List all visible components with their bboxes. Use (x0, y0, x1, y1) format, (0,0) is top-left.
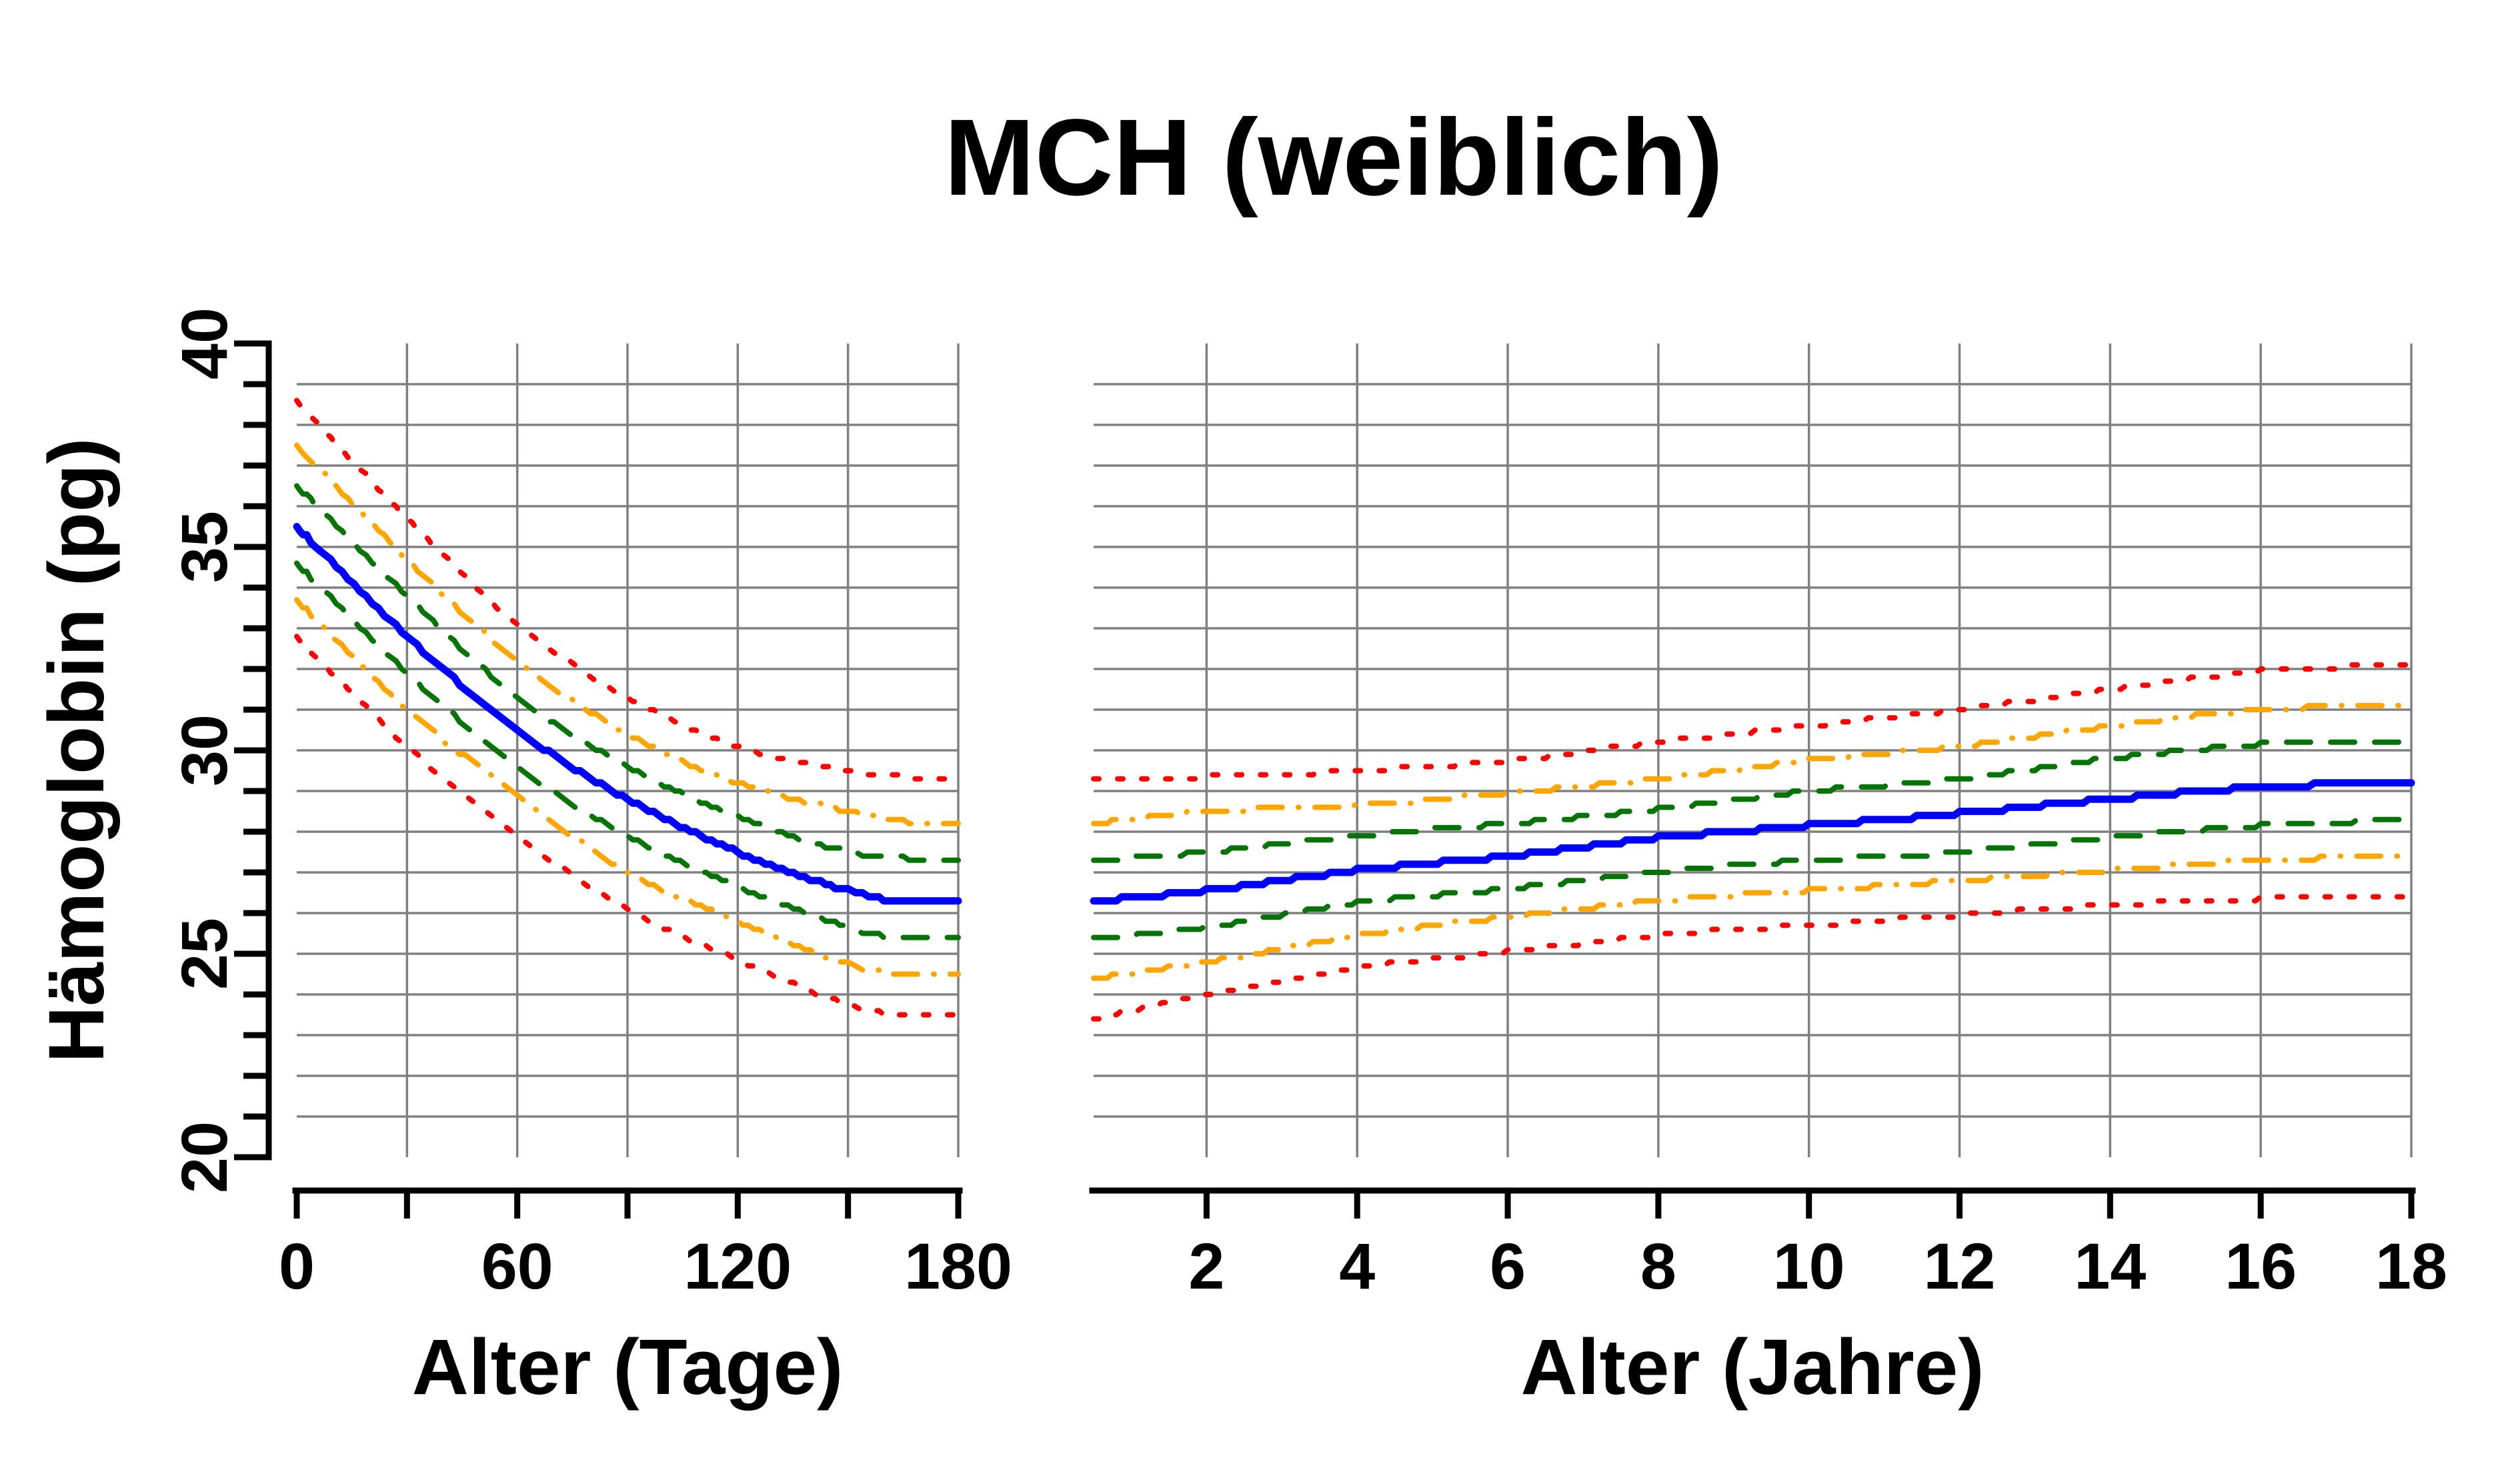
x-tick-label: 120 (684, 1230, 792, 1303)
x-tick-label: 8 (1640, 1230, 1676, 1303)
series-upper-red-panel1 (1091, 662, 2414, 782)
x-tick-label: 0 (279, 1230, 315, 1303)
series-upper-green-panel1 (1091, 735, 2414, 863)
series-lower-orange-panel0 (294, 597, 961, 977)
series-upper-orange-panel0 (294, 442, 961, 826)
series-upper-green-panel0 (294, 483, 961, 863)
series-median-blue-panel0 (293, 523, 962, 905)
y-tick-label: 40 (168, 307, 241, 380)
y-axis-title: Hämoglobin (pg) (33, 438, 121, 1062)
x-tick-label: 60 (481, 1230, 553, 1303)
x-tick-label: 10 (1773, 1230, 1845, 1303)
x-tick-label: 2 (1188, 1230, 1224, 1303)
x-tick-label: 18 (2375, 1230, 2447, 1303)
chart-title: MCH (weiblich) (944, 96, 1723, 218)
axis-layer: 20 25 30 35 40 0 60 120 180 2 4 6 8 10 12 14 16 18 (168, 307, 2447, 1303)
x-axis-title-right: Alter (Jahre) (1520, 1323, 1984, 1411)
series-lower-orange-panel1 (1091, 853, 2414, 981)
series-upper-red-panel0 (294, 398, 961, 782)
x-tick-label: 12 (1924, 1230, 1996, 1303)
y-tick-label: 25 (168, 918, 241, 990)
series-layer (293, 398, 2415, 1022)
gridline-layer (297, 343, 2413, 1157)
x-tick-label: 4 (1339, 1230, 1375, 1303)
series-lower-red-panel1 (1091, 894, 2414, 1022)
series-median-blue-panel1 (1090, 779, 2415, 905)
y-tick-label: 35 (168, 511, 241, 583)
y-tick-label: 30 (168, 714, 241, 786)
x-axis-title-left: Alter (Tage) (412, 1323, 844, 1411)
series-lower-green-panel0 (294, 560, 961, 940)
y-tick-label: 20 (168, 1121, 241, 1193)
series-lower-green-panel1 (1091, 816, 2414, 940)
x-tick-label: 14 (2074, 1230, 2146, 1303)
x-tick-label: 16 (2225, 1230, 2297, 1303)
x-tick-label: 180 (904, 1230, 1012, 1303)
series-upper-orange-panel1 (1091, 702, 2414, 826)
x-tick-label: 6 (1490, 1230, 1526, 1303)
series-lower-red-panel0 (294, 634, 961, 1018)
